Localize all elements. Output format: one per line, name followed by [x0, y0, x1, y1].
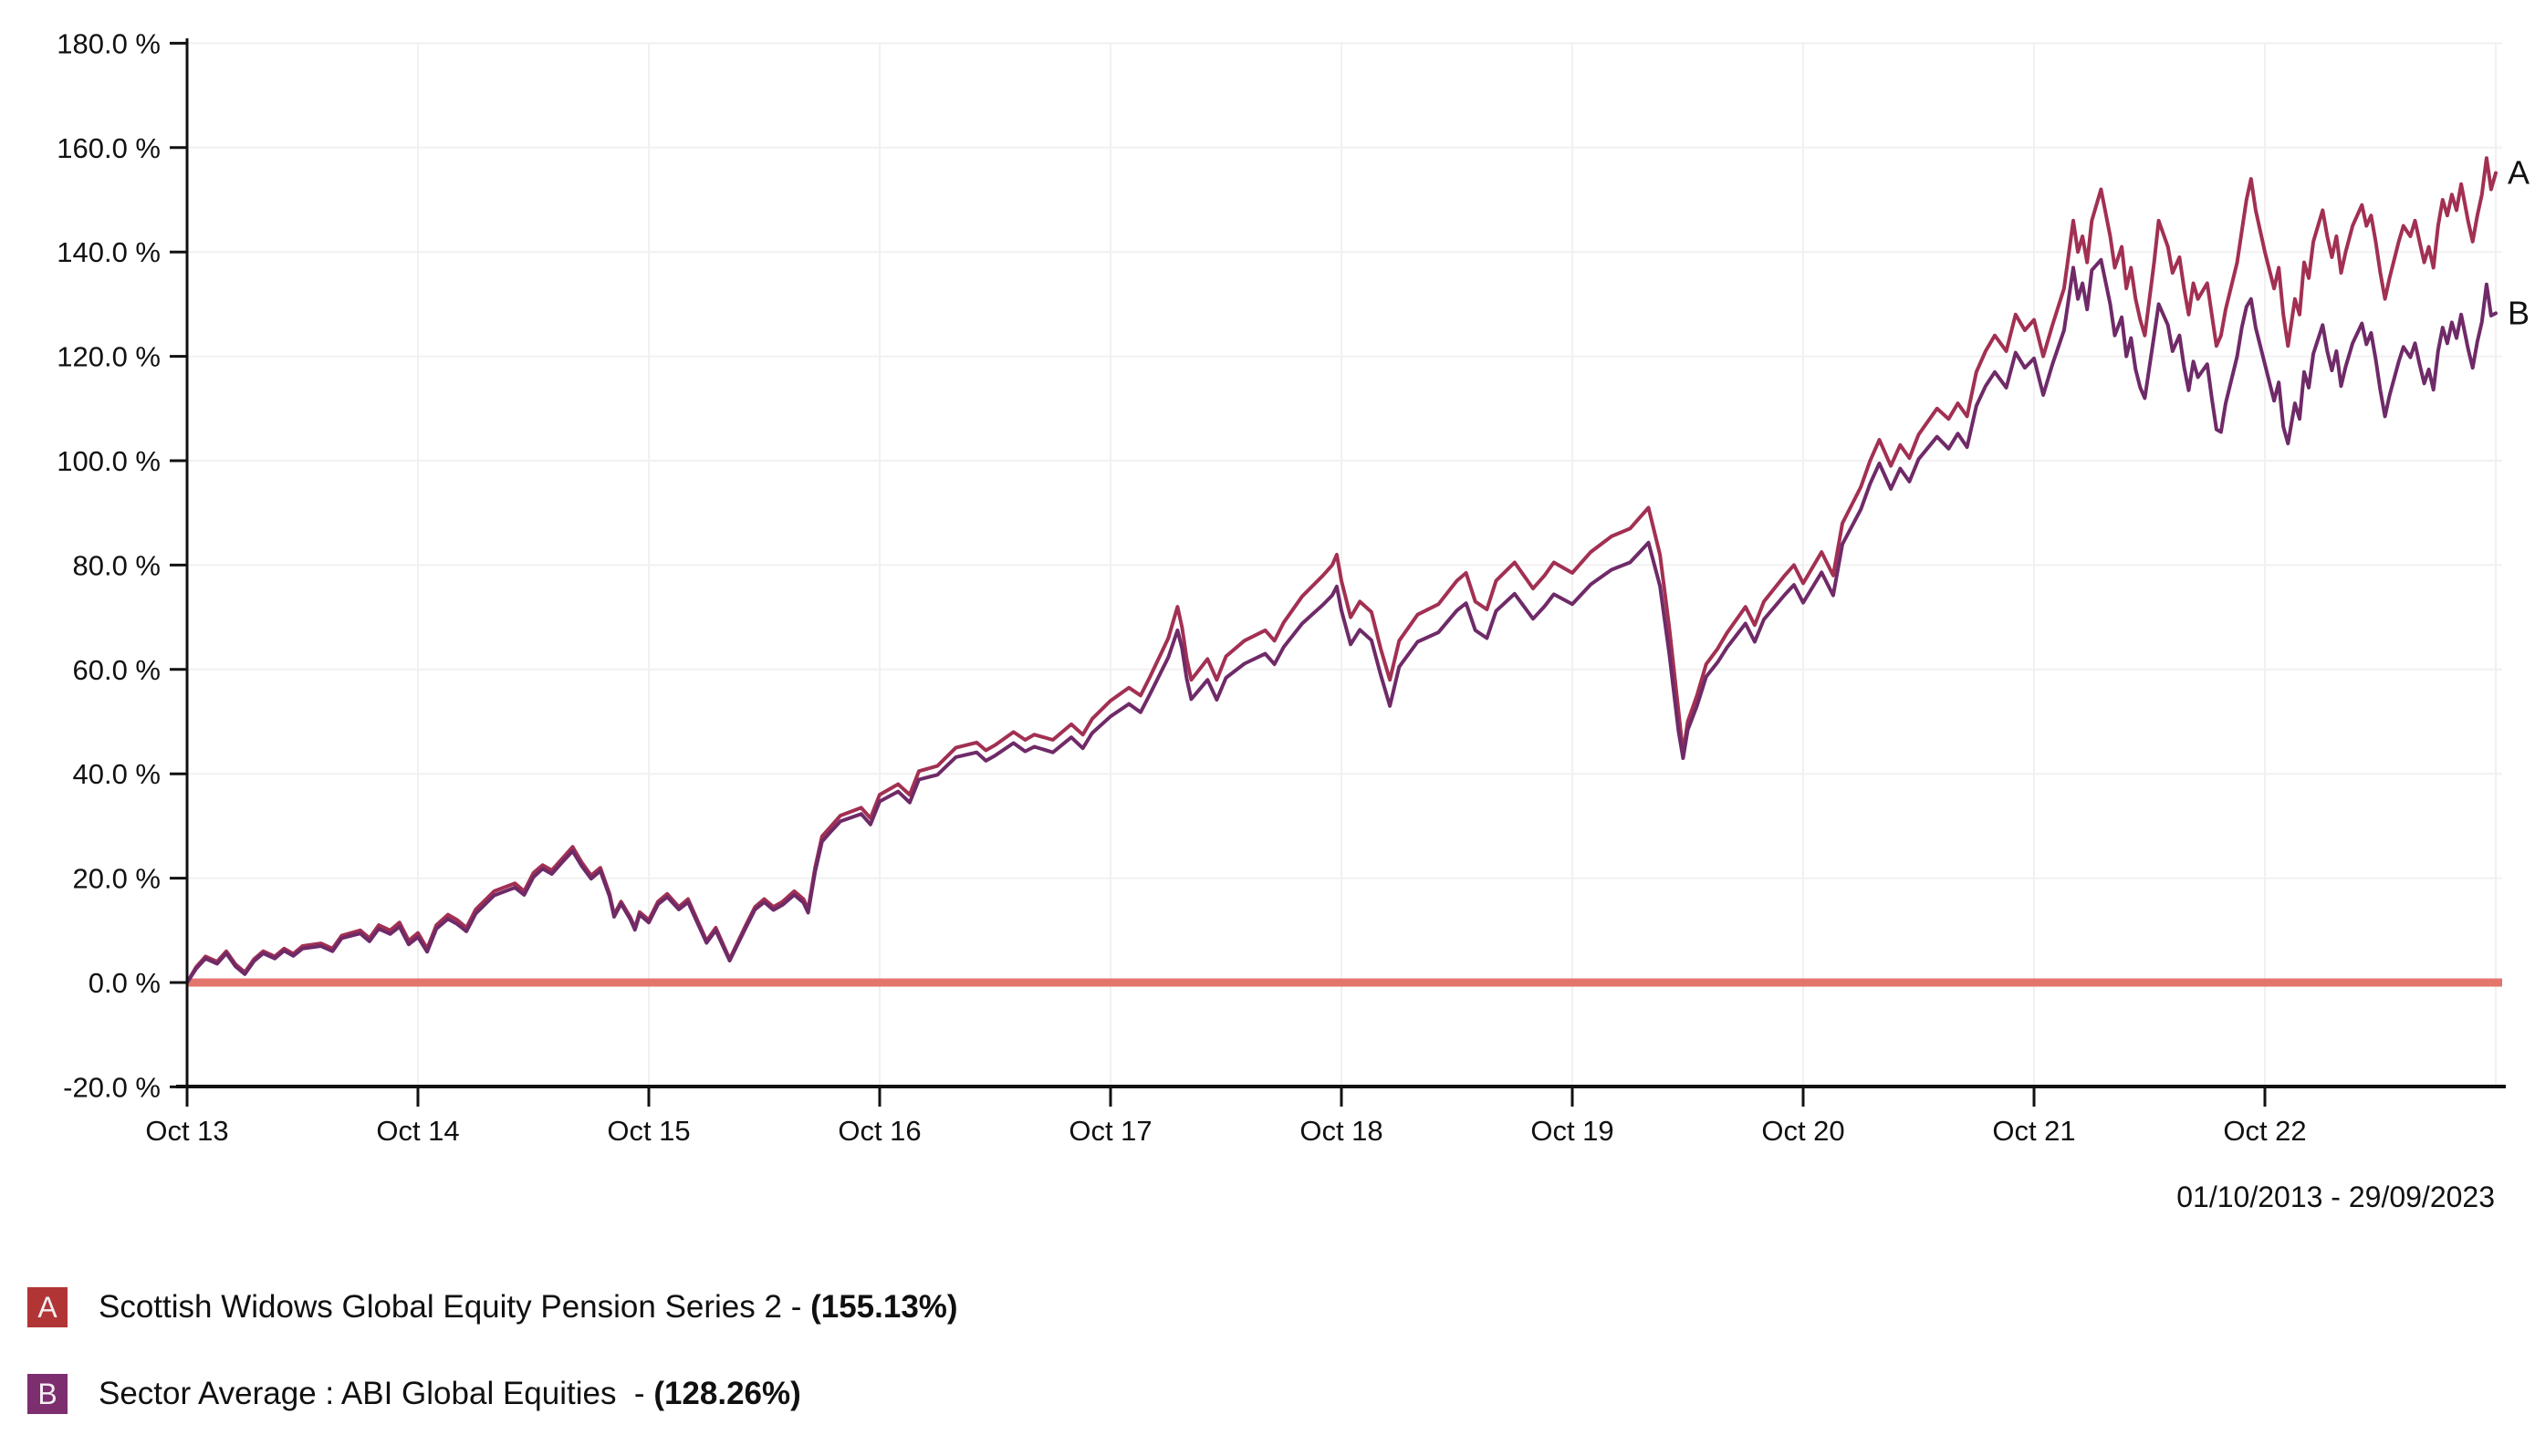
- legend-series-b-name: Sector Average : ABI Global Equities: [99, 1376, 634, 1411]
- series-B-line: [185, 257, 2498, 984]
- chart-canvas: -20.0 % 0.0 % 20.0 % 40.0 % 60.0 % 80.0 % 100.…: [57, 27, 2530, 1147]
- legend-series-b-value: (128.26%): [653, 1376, 801, 1411]
- legend-series-a-value: (155.13%): [810, 1289, 958, 1325]
- chart-legend: A Scottish Widows Global Equity Pension …: [27, 1287, 958, 1414]
- y-tick-label: 160.0 %: [57, 132, 161, 164]
- legend-item-b[interactable]: B Sector Average : ABI Global Equities -…: [27, 1374, 958, 1414]
- legend-separator-b: -: [633, 1376, 654, 1411]
- y-tick-label: 0.0 %: [89, 967, 161, 999]
- y-tick-label: 60.0 %: [72, 654, 161, 686]
- date-range-label: 01/10/2013 - 29/09/2023: [2176, 1180, 2495, 1213]
- x-tick-label: Oct 22: [2223, 1115, 2306, 1147]
- x-tick-label: Oct 21: [1992, 1115, 2075, 1147]
- y-tick-label: 120.0 %: [57, 341, 161, 373]
- series-A-end-label: A: [2508, 154, 2530, 192]
- legend-swatch-b-icon: B: [27, 1374, 68, 1414]
- y-tick-label: -20.0 %: [63, 1071, 161, 1103]
- y-tick-label: 80.0 %: [72, 549, 161, 581]
- legend-series-a-name: Scottish Widows Global Equity Pension Se…: [99, 1289, 791, 1325]
- legend-separator-a: -: [790, 1289, 811, 1325]
- x-tick-label: Oct 17: [1069, 1115, 1152, 1147]
- y-tick-label: 40.0 %: [72, 758, 161, 790]
- y-tick-label: 140.0 %: [57, 236, 161, 268]
- y-tick-label: 20.0 %: [72, 863, 161, 895]
- performance-chart: -20.0 % 0.0 % 20.0 % 40.0 % 60.0 % 80.0 % 100.…: [57, 27, 2530, 1147]
- x-tick-label: Oct 19: [1530, 1115, 1613, 1147]
- y-tick-label: 100.0 %: [57, 445, 161, 477]
- x-tick-label: Oct 20: [1761, 1115, 1844, 1147]
- x-tick-label: Oct 15: [607, 1115, 690, 1147]
- series-B-end-label: B: [2508, 294, 2530, 331]
- x-tick-label: Oct 14: [376, 1115, 459, 1147]
- legend-swatch-a-icon: A: [27, 1287, 68, 1327]
- legend-label-a: Scottish Widows Global Equity Pension Se…: [99, 1289, 958, 1326]
- x-tick-label: Oct 16: [838, 1115, 921, 1147]
- y-tick-label: 180.0 %: [57, 27, 161, 59]
- legend-label-b: Sector Average : ABI Global Equities - (…: [99, 1376, 801, 1412]
- legend-item-a[interactable]: A Scottish Widows Global Equity Pension …: [27, 1287, 958, 1327]
- x-tick-label: Oct 13: [145, 1115, 228, 1147]
- x-tick-label: Oct 18: [1299, 1115, 1382, 1147]
